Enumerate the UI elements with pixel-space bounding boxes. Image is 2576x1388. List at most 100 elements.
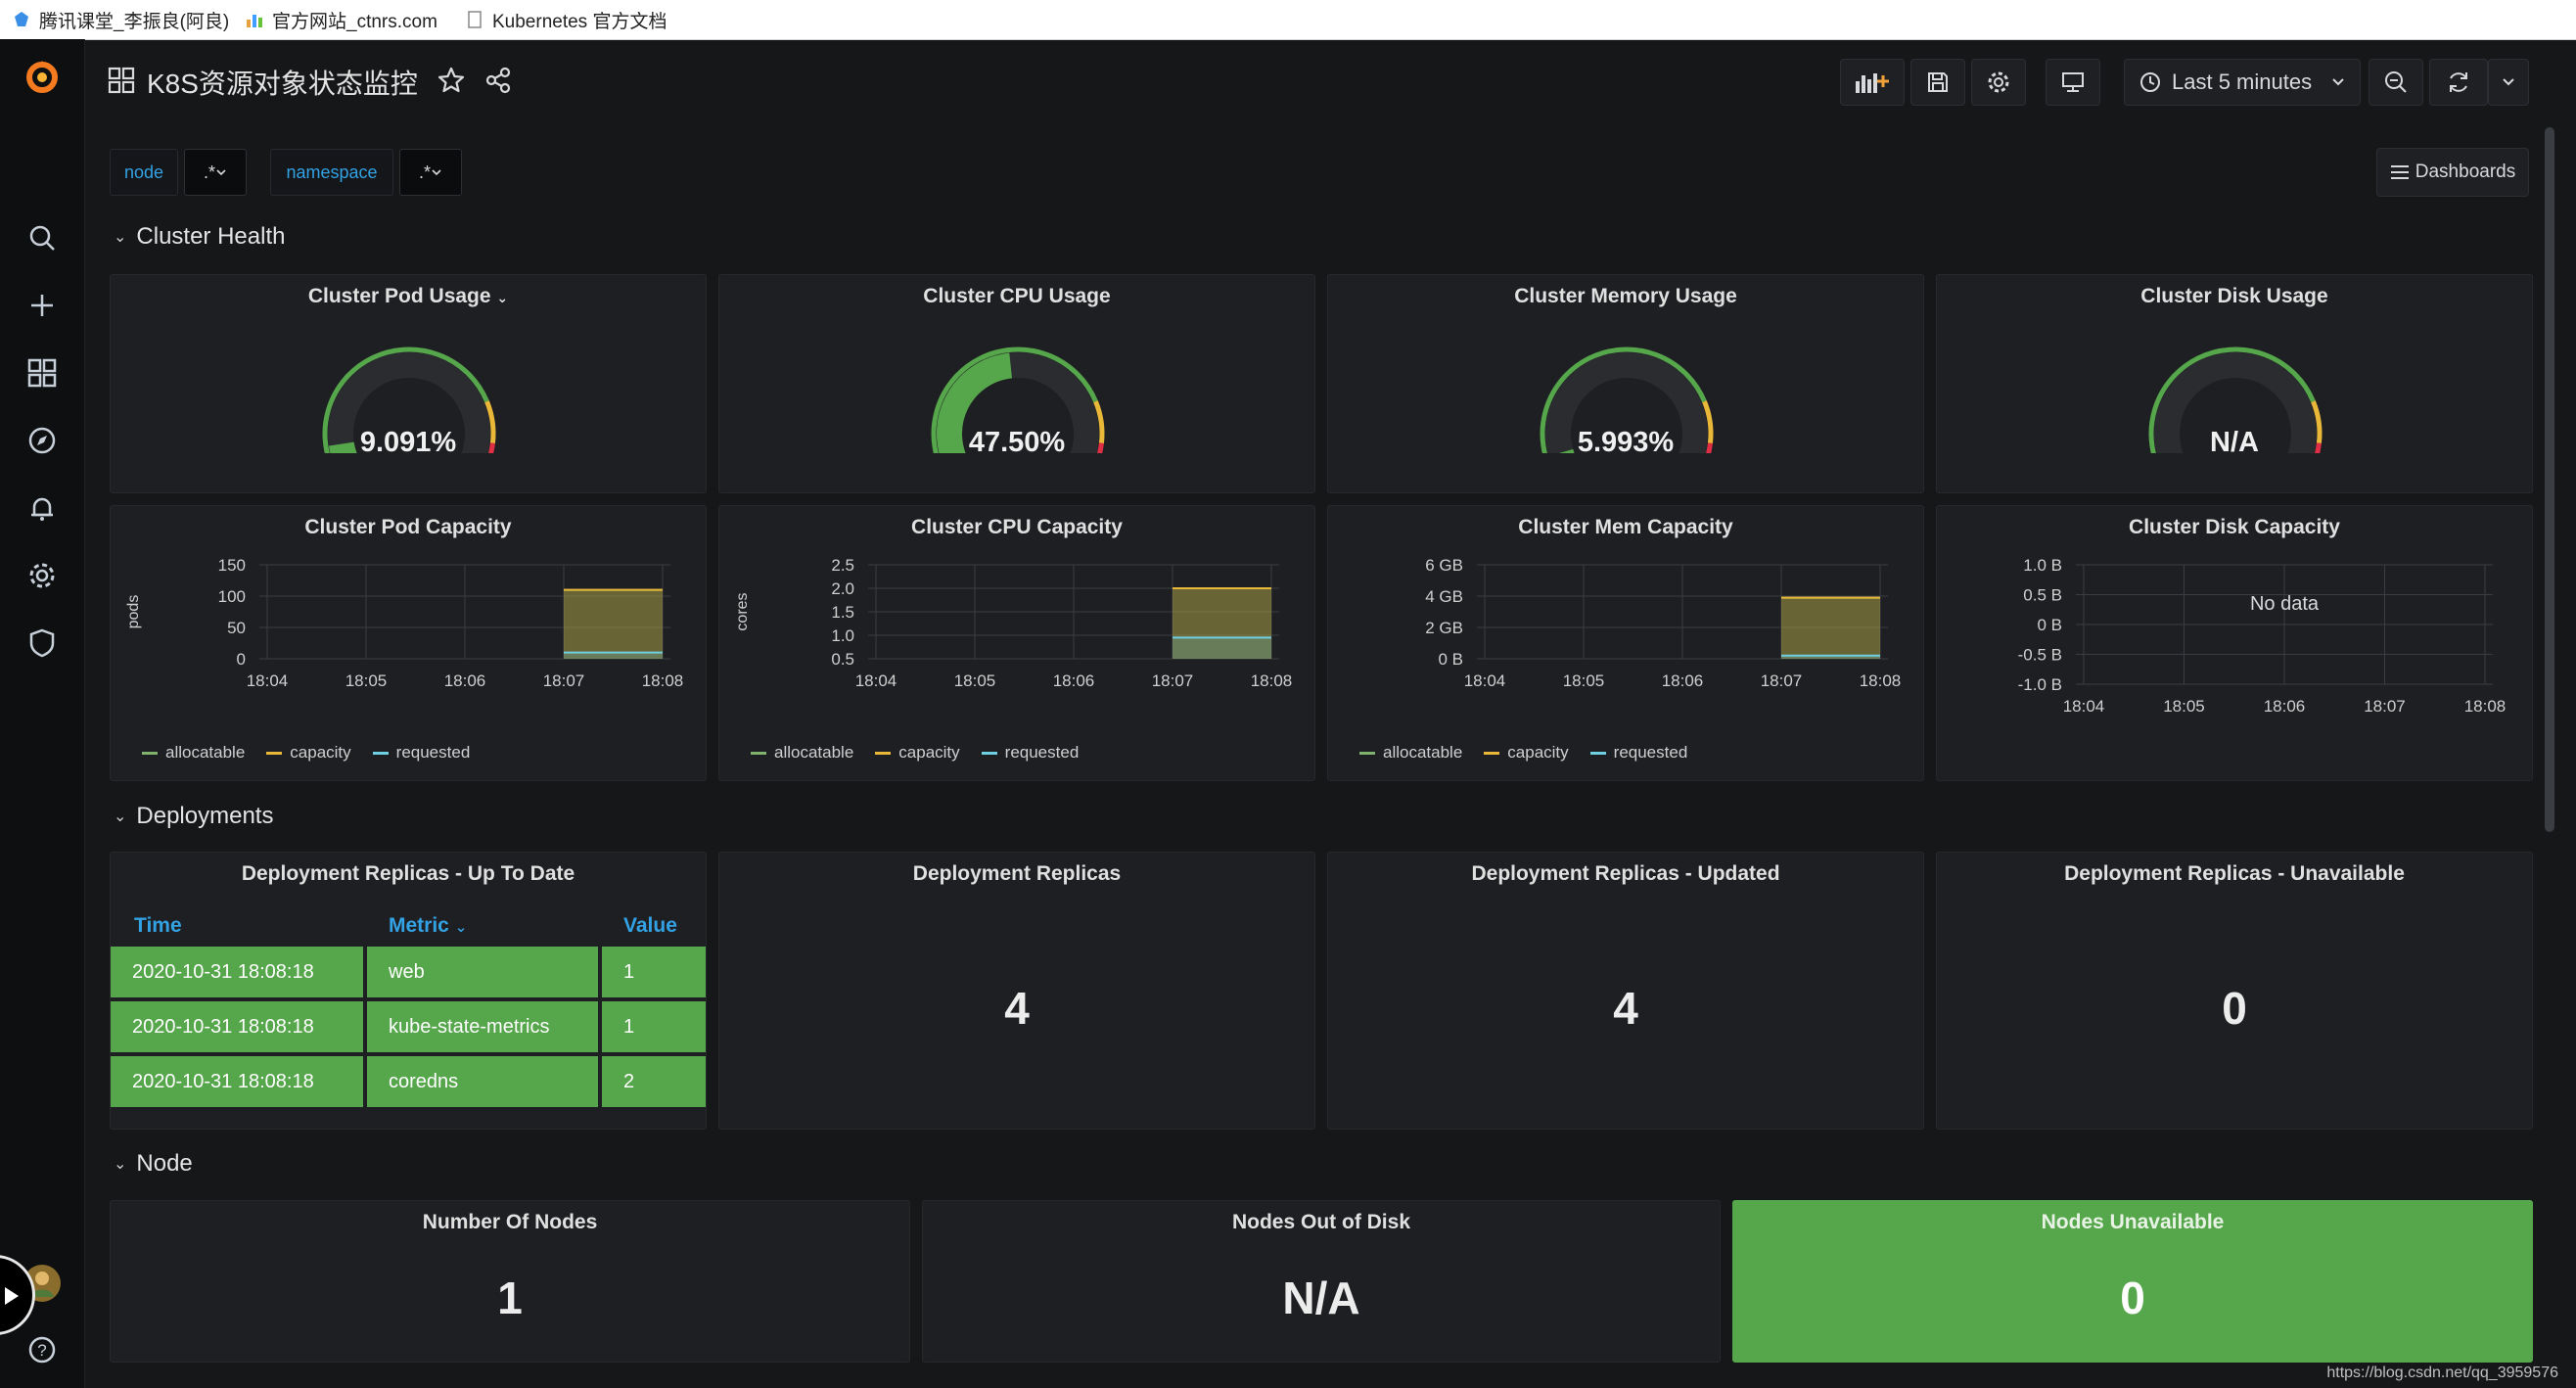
gauge-value-fill [1558,448,1575,453]
gauge-background-arc [1545,352,1708,453]
series-area-allocatable [564,589,663,659]
table-row: 2020-10-31 18:08:18 kube-state-metrics 1 [111,1001,706,1052]
sidebar: ? [0,39,85,1388]
save-dashboard-button[interactable] [1910,59,1965,106]
y-tick-label: 2.0 [831,579,854,598]
bookmark-item[interactable]: Kubernetes 官方文档 [465,6,667,33]
chart-panel-mem-capacity[interactable]: Cluster Mem Capacity 6 GB 4 GB 2 GB 0 B 18:0… [1327,505,1924,781]
legend-item-requested[interactable]: requested [1589,743,1687,763]
bookmark-label: 腾讯课堂_李振良(阿良) [39,11,230,32]
x-tick-label: 18:07 [543,671,585,690]
alerting-bell-icon[interactable] [22,487,63,529]
series-area-capacity [564,589,663,659]
chart-legend: allocatable capacity requested [1359,743,1687,763]
gauge-threshold-green [2148,347,2316,453]
legend-item-requested[interactable]: requested [981,743,1079,763]
column-header-metric[interactable]: Metric ⌄ [389,914,468,937]
refresh-interval-dropdown[interactable] [2488,59,2529,106]
legend-item-capacity[interactable]: capacity [1484,743,1569,763]
stat-panel-deployment-replicas[interactable]: Deployment Replicas 4 [718,852,1315,1130]
grafana-logo-icon[interactable] [22,57,63,98]
cell-metric: kube-state-metrics [367,1001,598,1052]
chevron-down-icon: ⌄ [114,1156,127,1173]
legend-item-allocatable[interactable]: allocatable [142,743,245,763]
explore-compass-icon[interactable] [22,420,63,461]
gauge-panel-disk-usage[interactable]: Cluster Disk Usage N/A [1936,274,2533,493]
y-tick-label: 1.0 [831,626,854,645]
legend-item-capacity[interactable]: capacity [875,743,960,763]
dashboard-title[interactable]: K8S资源对象状态监控 [147,69,418,99]
dashboard-grid-icon [108,67,135,99]
table-row: 2020-10-31 18:08:18 web 1 [111,947,706,997]
row-cluster-health[interactable]: ⌄ Cluster Health [114,223,285,251]
stat-panel-replicas-updated[interactable]: Deployment Replicas - Updated 4 [1327,852,1924,1130]
y-tick-label: 4 GB [1425,587,1463,606]
bookmark-item[interactable]: 腾讯课堂_李振良(阿良) [12,6,229,33]
legend-item-allocatable[interactable]: allocatable [1359,743,1462,763]
variable-node-label: node [110,149,178,196]
column-header-time[interactable]: Time [134,914,182,937]
chart-panel-pod-capacity[interactable]: Cluster Pod Capacity 150 100 50 0 18:04 18:05… [110,505,707,781]
x-tick-label: 18:04 [855,671,897,690]
x-tick-label: 18:05 [954,671,996,690]
vertical-scrollbar[interactable] [2545,127,2554,832]
chart-panel-cpu-capacity[interactable]: Cluster CPU Capacity 2.5 2.0 1.5 1.0 0.5 18:0… [718,505,1315,781]
dashboards-icon[interactable] [22,352,63,393]
chevron-down-icon [432,169,441,176]
y-tick-label: 0 B [1438,650,1463,669]
x-tick-label: 18:08 [1860,671,1902,690]
row-title: Deployments [136,803,274,829]
gauge-threshold-green [322,347,489,453]
configuration-gear-icon[interactable] [22,555,63,596]
stat-value: 1 [497,1272,523,1323]
row-deployments[interactable]: ⌄ Deployments [114,803,273,830]
time-range-picker[interactable]: Last 5 minutes [2124,59,2361,106]
y-tick-label: 0 [237,650,246,669]
help-icon[interactable]: ? [22,1329,63,1370]
gauge-threshold-green [931,347,1098,453]
chevron-down-icon [216,169,226,176]
refresh-button[interactable] [2429,59,2488,106]
stat-value: 4 [1004,983,1030,1034]
add-panel-button[interactable] [1840,59,1905,106]
zoom-out-button[interactable] [2369,59,2423,106]
legend-item-capacity[interactable]: capacity [266,743,351,763]
cycle-view-mode-button[interactable] [2046,59,2100,106]
gauge-value: 9.091% [359,427,457,458]
stat-panel-replicas-unavailable[interactable]: Deployment Replicas - Unavailable 0 [1936,852,2533,1130]
chevron-down-icon: ⌄ [496,290,509,305]
server-admin-shield-icon[interactable] [22,623,63,664]
bookmark-item[interactable]: 官方网站_ctnrs.com [245,6,437,33]
gauge-arc [931,347,1105,453]
variable-node-select[interactable]: .* [184,149,247,196]
no-data-label: No data [2250,593,2320,615]
gauge-value: 47.50% [968,427,1066,458]
legend-item-allocatable[interactable]: allocatable [751,743,853,763]
monitor-icon [2062,72,2084,92]
column-header-value[interactable]: Value [623,914,677,937]
gauge-panel-memory-usage[interactable]: Cluster Memory Usage 5.993% [1327,274,1924,493]
gauge-panel-cpu-usage[interactable]: Cluster CPU Usage 47.50% [718,274,1315,493]
series-area-requested [1173,637,1271,659]
x-tick-label: 18:06 [444,671,486,690]
dashboards-button[interactable]: Dashboards [2376,148,2529,197]
stat-panel-number-of-nodes[interactable]: Number Of Nodes 1 [110,1200,910,1363]
share-icon[interactable] [483,66,513,100]
chart-panel-disk-capacity[interactable]: Cluster Disk Capacity 1.0 B 0.5 B 0 B -0.5 … [1936,505,2533,781]
dashboard-settings-button[interactable] [1971,59,2026,106]
legend-item-requested[interactable]: requested [372,743,470,763]
gauge-threshold-red [487,442,495,453]
variable-namespace-select[interactable]: .* [399,149,462,196]
chevron-down-icon: ⌄ [114,229,127,246]
y-tick-label: 150 [218,556,246,575]
table-panel-replicas-up-to-date[interactable]: Deployment Replicas - Up To Date Time Me… [110,852,707,1130]
gauge-panel-pod-usage[interactable]: Cluster Pod Usage ⌄ 9.091% [110,274,707,493]
star-icon[interactable] [437,66,466,100]
stat-panel-nodes-out-of-disk[interactable]: Nodes Out of Disk N/A [922,1200,1721,1363]
y-tick-label: -0.5 B [2018,646,2062,665]
panel-title: Deployment Replicas - Unavailable [2064,862,2405,885]
stat-panel-nodes-unavailable[interactable]: Nodes Unavailable 0 [1732,1200,2533,1363]
plus-icon[interactable] [22,285,63,326]
row-node[interactable]: ⌄ Node [114,1150,193,1178]
search-icon[interactable] [22,217,63,258]
